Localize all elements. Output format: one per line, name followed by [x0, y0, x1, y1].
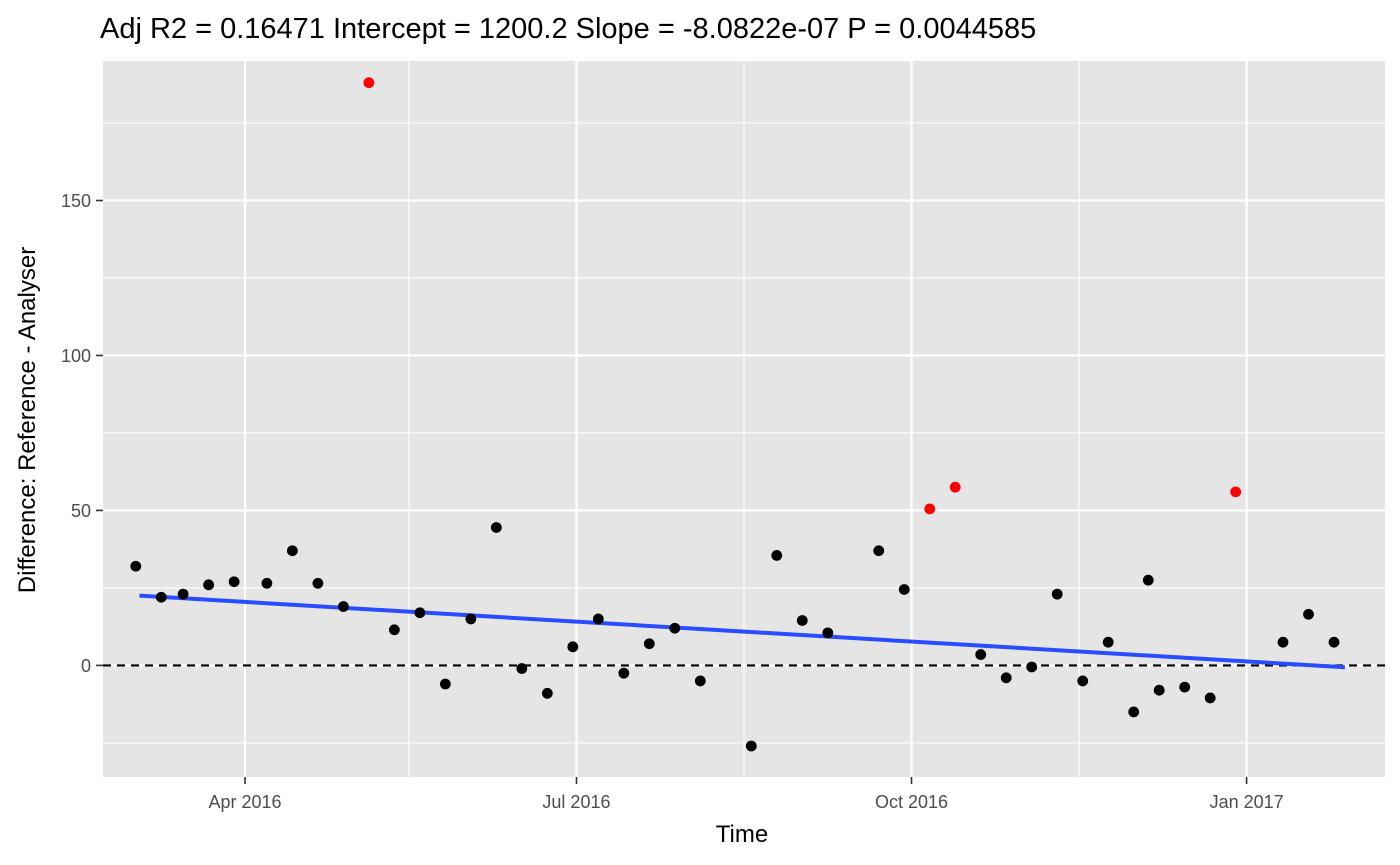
- data-point: [337, 601, 349, 612]
- major-gridlines: [103, 61, 1385, 777]
- outlier-point: [1230, 486, 1242, 498]
- data-point: [130, 560, 142, 572]
- y-tick-label: 100: [61, 346, 91, 366]
- data-point: [796, 615, 808, 626]
- data-point: [465, 613, 477, 625]
- x-tick-label: Jan 2017: [1210, 792, 1284, 812]
- data-point: [177, 588, 189, 600]
- data-point: [822, 627, 834, 639]
- data-point: [1179, 681, 1191, 693]
- data-point: [567, 641, 579, 653]
- data-point: [1077, 675, 1089, 687]
- data-point: [490, 522, 502, 533]
- data-point: [898, 584, 910, 595]
- x-tick-label: Apr 2016: [209, 792, 282, 812]
- y-tick-label: 50: [71, 501, 91, 521]
- data-point: [873, 545, 885, 557]
- data-point: [1026, 661, 1038, 673]
- y-tick-label: 0: [81, 656, 91, 676]
- data-point: [155, 591, 167, 603]
- data-point: [1128, 706, 1140, 718]
- data-point: [203, 579, 215, 591]
- outlier-point: [363, 77, 375, 89]
- data-point: [388, 624, 400, 636]
- data-point: [1051, 588, 1063, 600]
- y-tick-label: 150: [61, 191, 91, 211]
- data-point: [1328, 636, 1340, 648]
- x-axis: Apr 2016 Jul 2016 Oct 2016 Jan 2017: [209, 777, 1284, 812]
- data-point: [439, 678, 451, 690]
- data-point: [516, 663, 528, 674]
- data-point: [1277, 636, 1289, 648]
- data-point: [618, 667, 630, 679]
- data-point: [1142, 574, 1154, 586]
- outlier-point: [949, 481, 961, 493]
- data-point: [414, 607, 426, 619]
- data-point: [1000, 672, 1012, 684]
- data-point: [975, 649, 987, 660]
- data-point: [228, 576, 240, 588]
- data-point: [312, 577, 324, 589]
- chart-title: Adj R2 = 0.16471 Intercept = 1200.2 Slop…: [100, 13, 1036, 45]
- y-axis: 0 50 100 150: [61, 191, 103, 676]
- data-point: [541, 687, 553, 699]
- data-points: [130, 77, 1340, 752]
- data-point: [694, 675, 706, 687]
- outlier-point: [924, 503, 936, 515]
- data-point: [669, 622, 681, 634]
- data-point: [1303, 608, 1314, 620]
- data-point: [745, 740, 757, 752]
- data-point: [643, 638, 655, 650]
- x-axis-title: Time: [716, 821, 768, 848]
- data-point: [261, 577, 273, 589]
- data-point: [1102, 636, 1114, 648]
- data-point: [771, 549, 783, 561]
- y-axis-title: Difference: Reference - Analyser: [14, 247, 41, 593]
- x-tick-label: Jul 2016: [542, 792, 610, 812]
- data-point: [1153, 684, 1165, 696]
- data-point: [1204, 692, 1216, 704]
- data-point: [286, 545, 298, 557]
- minor-gridlines: [103, 61, 1385, 777]
- x-tick-label: Oct 2016: [875, 792, 948, 812]
- data-point: [592, 613, 604, 625]
